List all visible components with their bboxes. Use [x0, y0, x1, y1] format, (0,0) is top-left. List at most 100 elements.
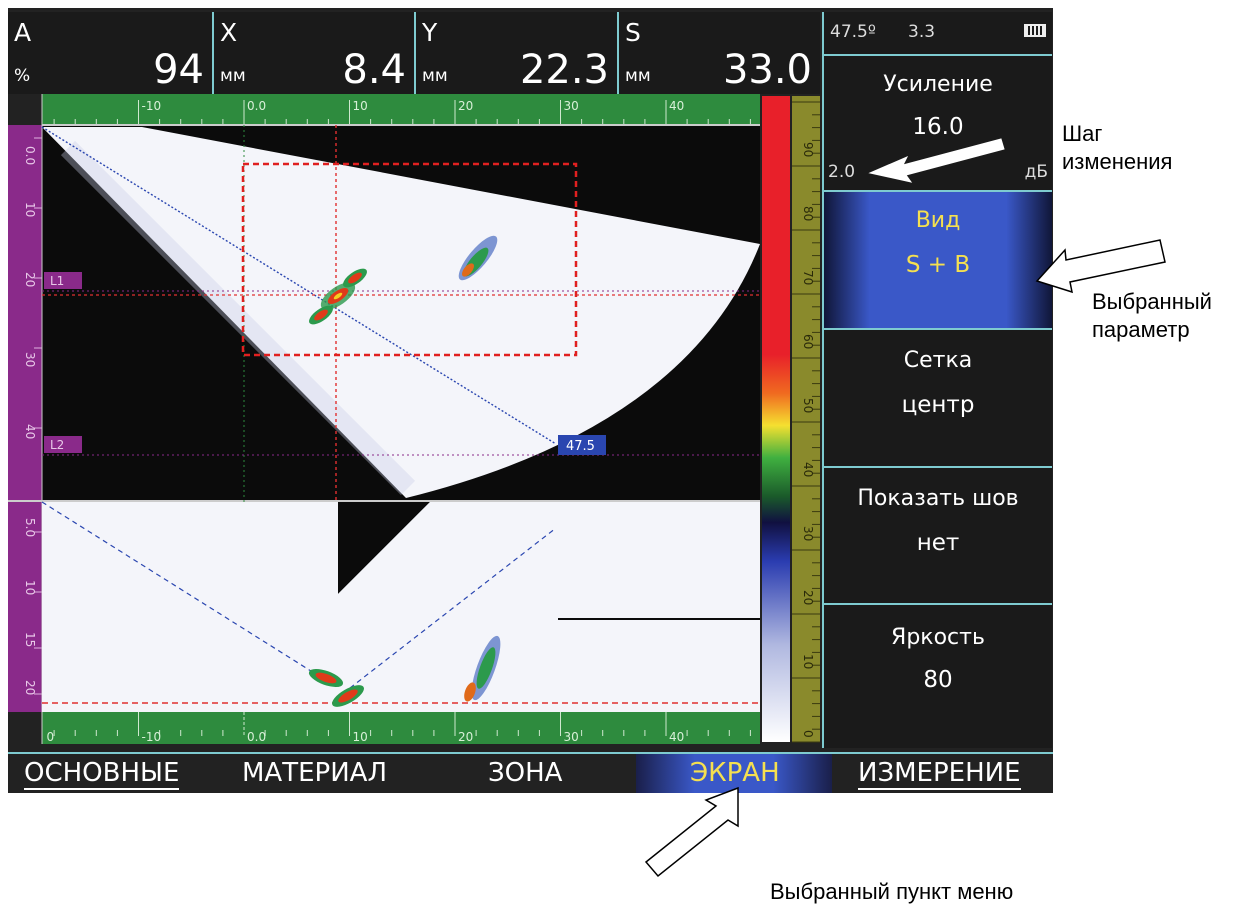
readout-y: Y мм 22.3 — [416, 12, 619, 94]
color-tick-70: 70 — [801, 270, 815, 285]
ruler-label: 20 — [458, 730, 473, 744]
param-grid-value: центр — [901, 392, 975, 418]
s-scan-sector — [42, 127, 760, 498]
param-brightness-label: Яркость — [891, 625, 985, 650]
status-value: 3.3 — [908, 22, 936, 42]
color-tick-50: 50 — [801, 398, 815, 413]
param-brightness[interactable]: Яркость 80 — [824, 603, 1052, 748]
scan-area[interactable]: -10 0.0 10 20 30 40 0 -10 0.0 10 20 30 40 0.0 10 20… — [8, 8, 820, 752]
ruler-label: 10 — [353, 730, 368, 744]
arrow-selected-menu-icon — [644, 786, 739, 878]
color-tick-20: 20 — [801, 590, 815, 605]
marker-l2-label: L2 — [50, 438, 64, 452]
arrow-step-icon — [868, 138, 1005, 183]
defect-indications-bottom — [308, 635, 501, 707]
ruler-label: 10 — [353, 99, 368, 113]
menu-item-screen-highlight — [636, 754, 832, 793]
param-grid-label: Сетка — [903, 348, 973, 373]
param-view-label: Вид — [915, 208, 961, 233]
annotation-selected-param: Выбранный параметр — [1092, 289, 1212, 342]
readout-x: X мм 8.4 — [214, 12, 416, 94]
ruler-label: 30 — [564, 99, 579, 113]
vtick-top-2: 20 — [23, 272, 37, 287]
device-screen: A % 94 X мм 8.4 Y мм 22.3 S мм 33.0 -10 0… — [8, 8, 1053, 793]
readout-x-letter: X — [220, 18, 238, 47]
vtick-bottom-2: 15 — [23, 632, 37, 647]
param-view[interactable]: Вид S + B — [824, 190, 1052, 328]
ruler-label: 40 — [669, 99, 684, 113]
param-seam-value: нет — [916, 530, 960, 556]
status-bar: 47.5º 3.3 — [824, 12, 1052, 54]
color-tick-90: 90 — [801, 142, 815, 157]
readout-a-unit: % — [14, 66, 31, 86]
vtick-bottom-0: 5.0 — [23, 518, 37, 537]
beam-angle-label: 47.5 — [566, 439, 595, 454]
ruler-label: 0 — [47, 730, 55, 744]
beam-angle-marker — [558, 435, 606, 455]
readout-s-unit: мм — [625, 66, 651, 86]
status-angle: 47.5º — [830, 22, 876, 42]
param-grid[interactable]: Сетка центр — [824, 328, 1052, 466]
readout-x-unit: мм — [220, 66, 246, 86]
menu-item-material[interactable]: МАТЕРИАЛ — [242, 758, 387, 788]
top-horizontal-ruler — [42, 94, 760, 125]
readout-amplitude: A % 94 — [8, 12, 214, 94]
ruler-label: -10 — [142, 730, 162, 744]
bottom-menu: ОСНОВНЫЕ МАТЕРИАЛ ЗОНА ЭКРАН ИЗМЕРЕНИЕ — [8, 752, 1053, 793]
param-gain-value: 16.0 — [912, 114, 964, 140]
param-gain[interactable]: Усиление 16.0 2.0 дБ — [824, 54, 1052, 190]
param-show-seam[interactable]: Показать шов нет — [824, 466, 1052, 603]
marker-l1-label: L1 — [50, 274, 64, 288]
color-scale-bar — [762, 96, 790, 742]
ruler-label: 40 — [669, 730, 684, 744]
menu-item-measurement[interactable]: ИЗМЕРЕНИЕ — [858, 758, 1021, 790]
bottom-horizontal-ruler — [42, 712, 760, 744]
param-seam-label: Показать шов — [857, 486, 1019, 511]
menu-item-zone[interactable]: ЗОНА — [488, 758, 563, 788]
color-tick-10: 10 — [801, 654, 815, 669]
ruler-label: 30 — [564, 730, 579, 744]
vtick-bottom-1: 10 — [23, 580, 37, 595]
ruler-label: 0.0 — [247, 730, 266, 744]
readout-y-letter: Y — [422, 18, 438, 47]
vtick-top-1: 10 — [23, 202, 37, 217]
marker-l1[interactable] — [44, 272, 82, 289]
arrow-selected-param-icon — [1035, 239, 1166, 294]
ruler-label: -10 — [142, 99, 162, 113]
annotation-step: Шаг изменения — [1062, 121, 1173, 174]
marker-l2[interactable] — [44, 436, 82, 453]
vtick-top-0: 0.0 — [23, 146, 37, 165]
menu-item-screen[interactable]: ЭКРАН — [690, 758, 780, 788]
param-gain-step: 2.0 — [828, 162, 856, 182]
readout-x-value: 8.4 — [342, 47, 406, 93]
param-view-value: S + B — [905, 252, 971, 278]
param-gain-unit: дБ — [1024, 162, 1048, 182]
readout-a-letter: A — [14, 18, 32, 47]
top-vertical-ruler — [8, 125, 42, 500]
bottom-vertical-ruler — [8, 502, 42, 712]
vtick-top-4: 40 — [23, 424, 37, 439]
color-tick-0: 0 — [801, 730, 815, 738]
vtick-top-3: 30 — [23, 352, 37, 367]
battery-icon — [1024, 24, 1046, 37]
param-brightness-value: 80 — [923, 667, 953, 693]
param-gain-label: Усиление — [883, 72, 993, 97]
color-tick-40: 40 — [801, 462, 815, 477]
readout-y-value: 22.3 — [519, 47, 609, 93]
ruler-label: 20 — [458, 99, 473, 113]
readout-y-unit: мм — [422, 66, 448, 86]
readout-s-letter: S — [625, 18, 641, 47]
readout-a-value: 94 — [153, 47, 204, 93]
color-scale-ruler — [792, 96, 820, 742]
parameter-panel: 47.5º 3.3 Усиление 16.0 2.0 дБ Вид S + B… — [822, 12, 1052, 748]
zoom-gate-box[interactable] — [241, 162, 578, 357]
color-tick-80: 80 — [801, 206, 815, 221]
readout-s-value: 33.0 — [722, 47, 812, 93]
ruler-label: 0.0 — [247, 99, 266, 113]
menu-item-main[interactable]: ОСНОВНЫЕ — [24, 758, 180, 790]
color-tick-30: 30 — [801, 526, 815, 541]
vtick-bottom-3: 20 — [23, 680, 37, 695]
readout-s: S мм 33.0 — [619, 12, 820, 94]
defect-indications-top — [309, 235, 498, 325]
